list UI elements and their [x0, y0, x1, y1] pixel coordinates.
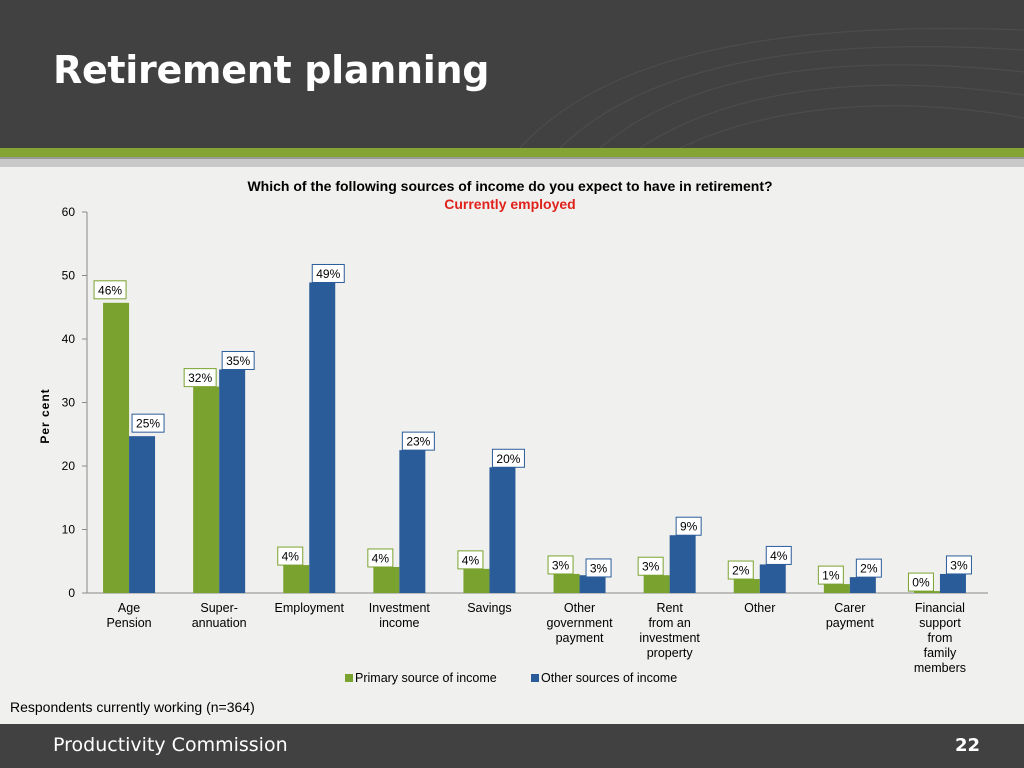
svg-text:20%: 20%	[496, 452, 520, 466]
bar-primary	[643, 575, 670, 593]
bar-primary	[193, 386, 220, 593]
x-tick-label: Carer payment	[826, 601, 874, 630]
bar-other	[399, 450, 426, 593]
svg-text:23%: 23%	[406, 435, 430, 449]
data-label-primary: 2%	[727, 560, 754, 580]
svg-text:4%: 4%	[770, 549, 788, 563]
svg-text:4%: 4%	[462, 553, 480, 567]
svg-text:35%: 35%	[226, 354, 250, 368]
x-tick-label: Other	[744, 601, 775, 615]
x-axis-labels: Age Pension Super-annuation Employment Inves…	[106, 601, 966, 675]
data-label-other: 49%	[311, 263, 345, 283]
y-tick-label: 0	[68, 586, 75, 600]
x-tick-label: Financial support from family members	[914, 601, 966, 675]
svg-text:2%: 2%	[732, 564, 750, 578]
bar-other	[219, 369, 246, 593]
x-tick-label: Employment	[275, 601, 345, 615]
y-tick-label: 20	[62, 459, 76, 473]
svg-text:32%: 32%	[188, 371, 212, 385]
svg-text:3%: 3%	[590, 561, 608, 575]
divider-band	[0, 157, 1024, 167]
svg-text:4%: 4%	[372, 551, 390, 565]
bar-primary	[283, 565, 310, 593]
data-label-primary: 1%	[817, 565, 844, 585]
x-tick-label: Investment income	[369, 601, 431, 630]
bar-primary	[823, 584, 850, 593]
data-label-other: 4%	[765, 545, 792, 565]
data-label-primary: 3%	[547, 555, 574, 575]
bar-other	[849, 577, 876, 593]
svg-text:4%: 4%	[282, 550, 300, 564]
y-tick-label: 60	[62, 205, 76, 219]
data-label-other: 20%	[491, 448, 525, 468]
data-label-other: 25%	[131, 413, 165, 433]
footer-bar	[0, 724, 1024, 768]
chart-subtitle: Currently employed	[444, 196, 575, 212]
bar-chart: Which of the following sources of income…	[38, 178, 988, 685]
bar-other	[759, 564, 786, 593]
y-tick-label: 40	[62, 332, 76, 346]
legend-swatch-other	[531, 674, 539, 682]
chart-title: Which of the following sources of income…	[247, 178, 772, 194]
data-label-other: 35%	[221, 350, 255, 370]
x-tick-label: Other government payment	[547, 601, 614, 645]
y-tick-label: 10	[62, 523, 76, 537]
data-label-primary: 0%	[907, 572, 934, 592]
bars-group: 46% 25% 32% 35% 4% 49% 4% 23% 4% 20% 3% 3% 3% 9% 2% 4% 1…	[93, 263, 972, 593]
accent-band	[0, 148, 1024, 157]
bar-other	[579, 575, 606, 593]
svg-text:25%: 25%	[136, 417, 160, 431]
data-label-primary: 4%	[457, 550, 484, 570]
page-number: 22	[954, 735, 980, 756]
legend: Primary source of income Other sources o…	[345, 671, 677, 685]
legend-swatch-primary	[345, 674, 353, 682]
bar-other	[129, 436, 156, 593]
x-tick-label: Super-annuation	[192, 601, 247, 630]
svg-text:0%: 0%	[912, 576, 930, 590]
data-label-primary: 3%	[637, 556, 664, 576]
svg-text:9%: 9%	[680, 520, 698, 534]
y-tick-label: 50	[62, 269, 76, 283]
data-label-primary: 32%	[183, 368, 217, 388]
decorative-arcs	[519, 27, 1024, 148]
data-label-primary: 4%	[367, 548, 394, 568]
svg-text:2%: 2%	[860, 562, 878, 576]
data-label-primary: 46%	[93, 280, 127, 300]
bar-other	[309, 282, 336, 593]
svg-text:1%: 1%	[822, 569, 840, 583]
bar-primary	[913, 591, 940, 593]
data-label-other: 3%	[945, 555, 972, 575]
y-tick-label: 30	[62, 396, 76, 410]
svg-text:3%: 3%	[950, 558, 968, 572]
footnote: Respondents currently working (n=364)	[10, 699, 255, 715]
header-bar: Retirement planning	[0, 0, 1024, 148]
bar-other	[939, 573, 966, 593]
bar-other	[669, 535, 696, 593]
svg-text:49%: 49%	[316, 267, 340, 281]
bar-primary	[103, 302, 130, 593]
bar-other	[489, 467, 516, 593]
data-label-other: 2%	[855, 558, 882, 578]
data-label-primary: 4%	[277, 546, 304, 566]
bar-primary	[733, 579, 760, 593]
svg-text:3%: 3%	[642, 560, 660, 574]
x-tick-label: Rent from an investment property	[639, 601, 700, 660]
slide-title: Retirement planning	[53, 48, 490, 92]
bar-primary	[373, 566, 400, 593]
data-label-other: 9%	[675, 516, 702, 536]
x-tick-label: Age Pension	[106, 601, 151, 630]
legend-label-primary: Primary source of income	[355, 671, 497, 685]
svg-text:3%: 3%	[552, 558, 570, 572]
data-label-other: 3%	[585, 558, 612, 578]
svg-text:46%: 46%	[98, 283, 122, 297]
footer-organisation: Productivity Commission	[53, 734, 288, 756]
data-label-other: 23%	[401, 431, 435, 451]
y-axis-label: Per cent	[38, 388, 52, 443]
x-tick-label: Savings	[467, 601, 511, 615]
bar-primary	[463, 568, 490, 593]
legend-label-other: Other sources of income	[541, 671, 677, 685]
bar-primary	[553, 573, 580, 593]
